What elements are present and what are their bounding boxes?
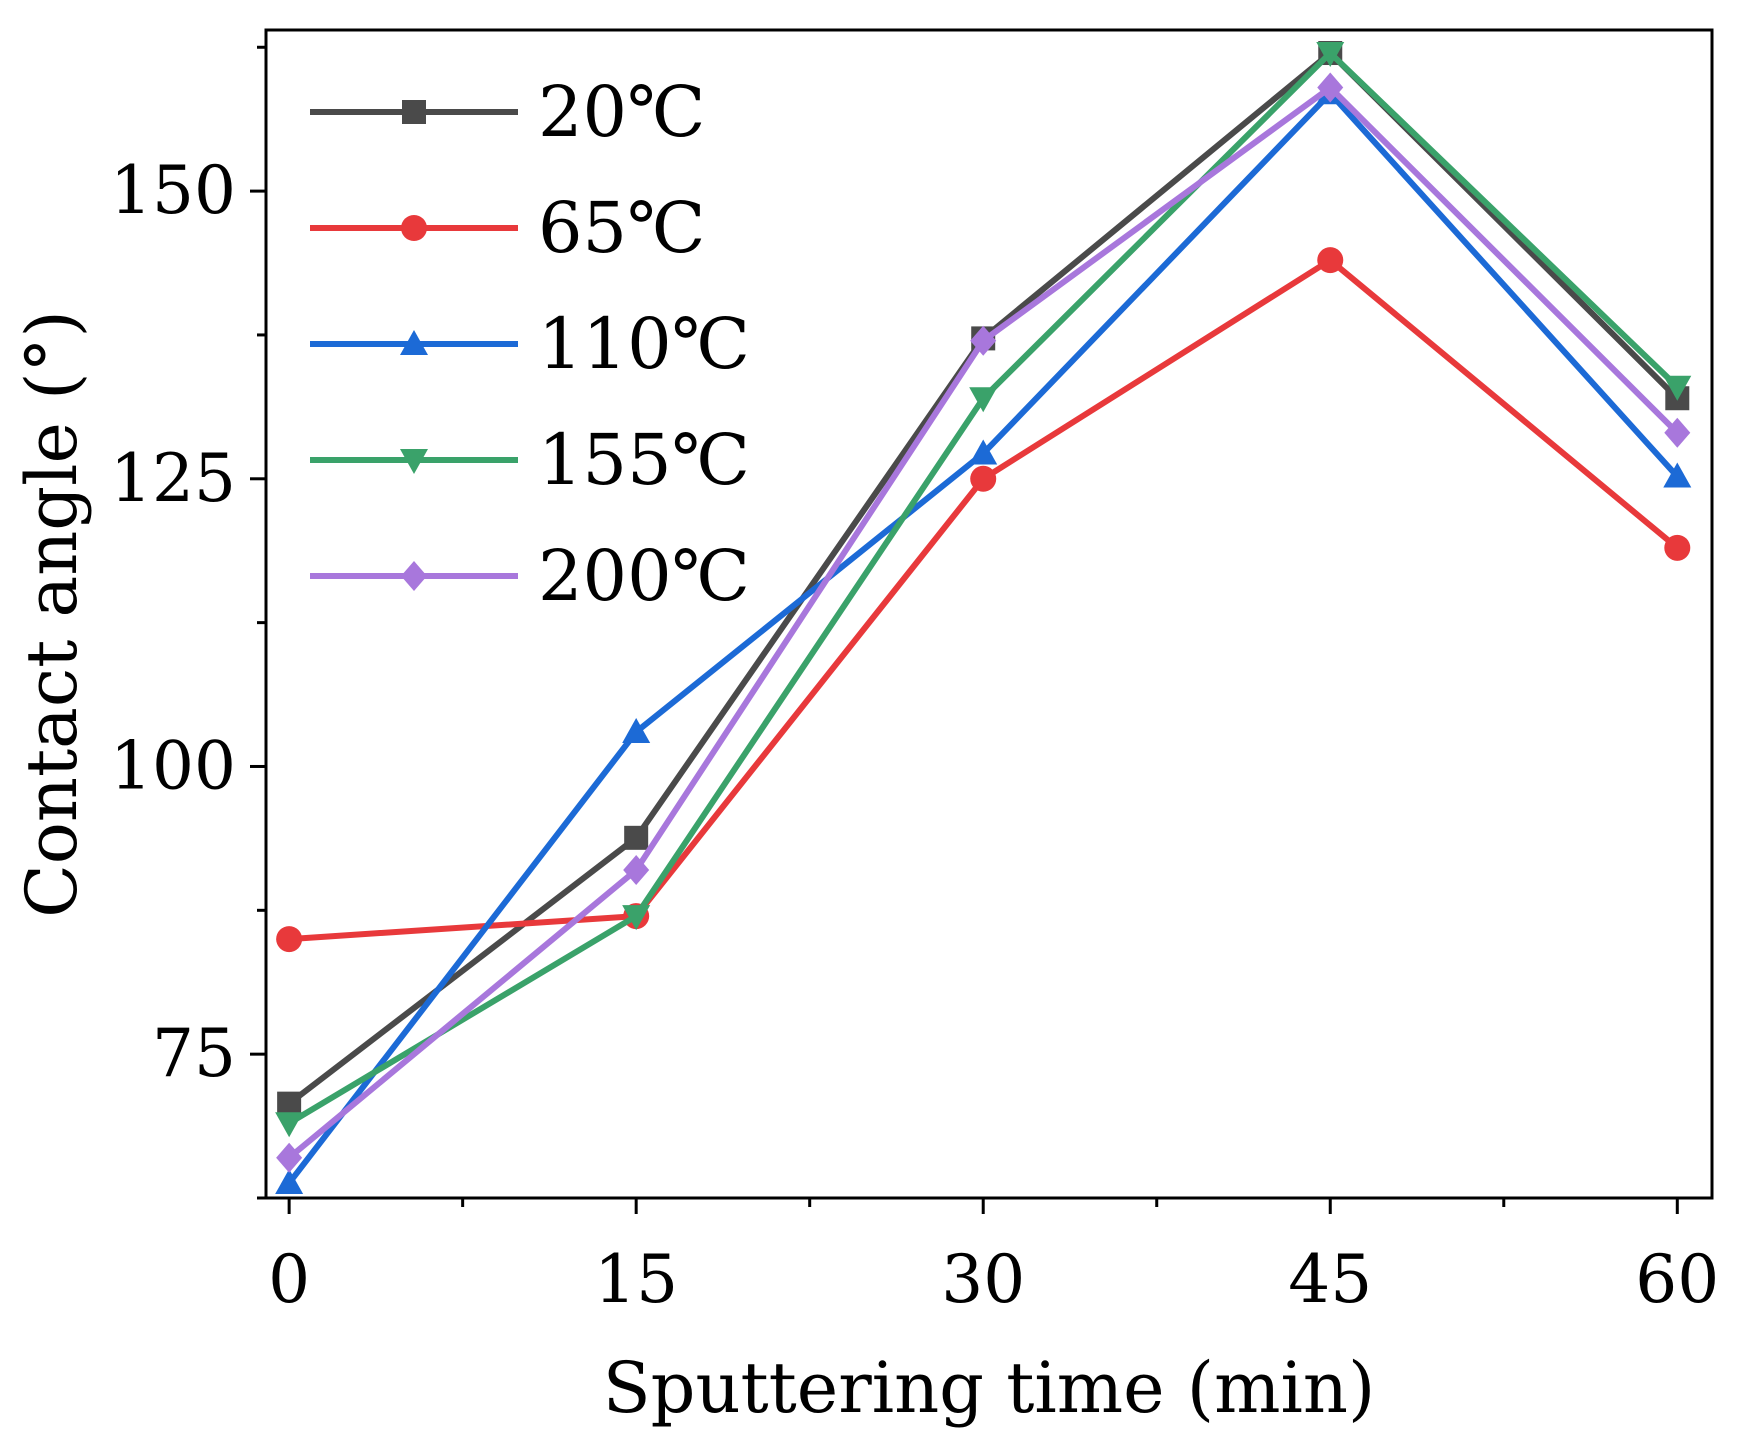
data-point [277,1091,302,1116]
data-point [276,926,303,953]
data-point [623,855,650,886]
legend-marker [402,100,426,124]
plot-frame [264,28,1714,1200]
data-point [1664,417,1691,448]
series-line [288,257,1680,943]
legend-label: 155℃ [538,419,750,501]
legend-label: 110℃ [538,303,750,385]
y-tick-label: 150 [110,152,236,229]
data-point [970,465,997,492]
legend-item: 20℃ [310,71,705,153]
data-point [624,825,649,850]
data-point [622,905,651,931]
data-point [622,717,651,743]
data-point [1663,375,1692,401]
data-point [1316,42,1345,68]
data-point [969,387,998,413]
data-point [275,1169,304,1195]
legend-item: 110℃ [310,303,750,385]
series-2 [275,79,1692,1195]
x-axis-label: Sputtering time (min) [603,1347,1376,1429]
legend-marker [400,449,428,474]
series-3 [275,42,1692,1138]
x-axis-ticks: 0 15 30 45 60 [268,1198,1719,1318]
x-tick-label: 45 [1288,1241,1372,1318]
data-point [1317,72,1344,103]
y-tick-label: 125 [110,440,236,517]
legend-label: 200℃ [538,535,750,617]
series-4 [276,72,1691,1173]
y-axis-ticks: 75 100 125 150 [110,45,266,1200]
legend-item: 155℃ [310,419,750,501]
series-line [287,50,1680,1126]
legend-item: 200℃ [310,535,750,617]
legend: 20℃ 65℃ 110℃ 155℃ 200℃ [310,71,750,617]
x-tick-label: 60 [1635,1241,1719,1318]
y-axis-label: Contact angle (°) [11,310,93,918]
legend-item: 65℃ [310,187,705,269]
y-tick-label: 100 [110,727,236,804]
data-point [1663,462,1692,488]
legend-label: 20℃ [538,71,705,153]
data-point [969,439,998,465]
legend-marker [401,215,427,241]
data-point [1317,247,1344,274]
legend-label: 65℃ [538,187,705,269]
data-point [1664,534,1691,561]
legend-marker [401,561,427,591]
legend-marker [400,330,428,355]
x-tick-label: 30 [941,1241,1025,1318]
x-tick-label: 0 [268,1241,310,1318]
series-layer [275,41,1692,1195]
data-point [275,1112,304,1138]
y-tick-label: 75 [152,1015,236,1092]
series-line [286,90,1680,1185]
data-point [970,325,997,356]
data-point [276,1142,303,1173]
x-tick-label: 15 [594,1241,678,1318]
